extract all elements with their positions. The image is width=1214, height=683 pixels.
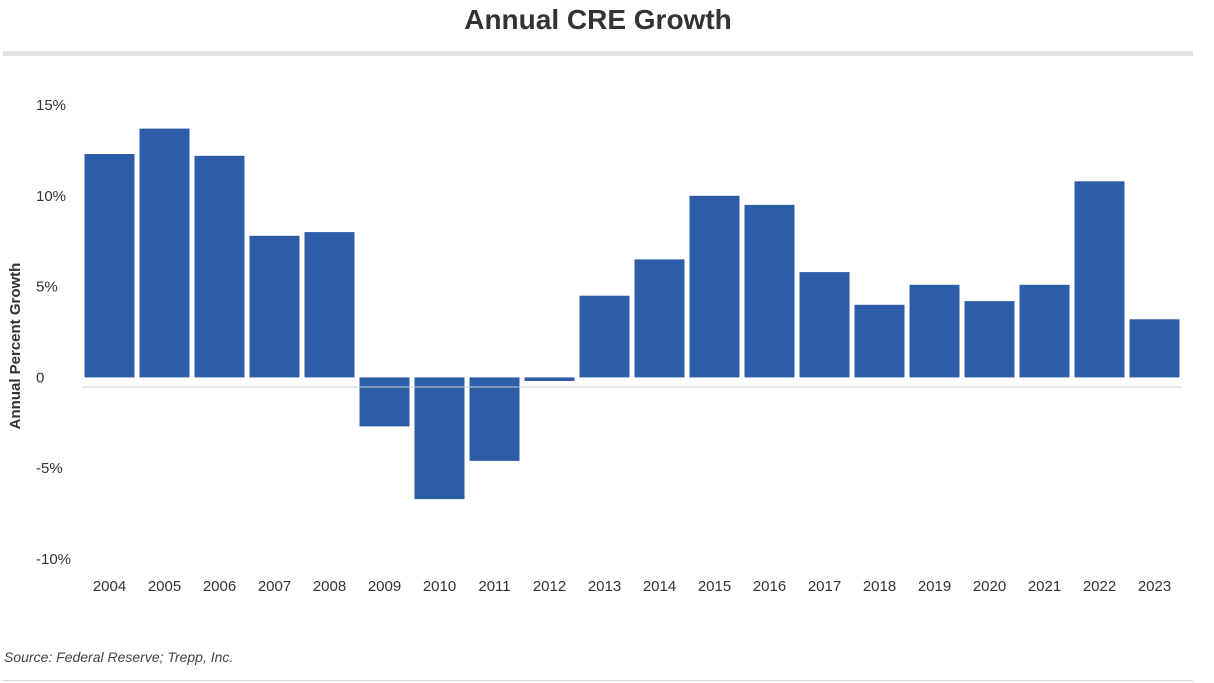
bar-2011 [469, 377, 520, 461]
bar-2013 [579, 295, 630, 378]
x-tick-label: 2013 [588, 578, 621, 595]
y-axis-ticks: 15% 10% 5% 0 -5% -10% [36, 97, 71, 568]
bar-2012 [524, 377, 575, 381]
x-tick-label: 2016 [753, 578, 786, 595]
bar-2018 [854, 304, 905, 378]
title-divider [3, 51, 1193, 56]
bar-2020 [964, 301, 1015, 378]
x-tick-label: 2019 [918, 578, 951, 595]
x-tick-label: 2010 [423, 578, 456, 595]
bar-2005 [139, 128, 190, 378]
y-tick-label: 5% [36, 279, 58, 296]
bar-2007 [249, 235, 300, 378]
x-tick-label: 2008 [313, 578, 346, 595]
chart-title: Annual CRE Growth [464, 4, 732, 35]
bar-2019 [909, 284, 960, 378]
bar-2009 [359, 377, 410, 427]
x-tick-label: 2021 [1028, 578, 1061, 595]
x-tick-label: 2011 [478, 578, 510, 595]
x-tick-label: 2022 [1083, 578, 1116, 595]
x-tick-label: 2020 [973, 578, 1006, 595]
bar-2014 [634, 259, 685, 378]
x-tick-label: 2018 [863, 578, 896, 595]
x-tick-label: 2015 [698, 578, 731, 595]
y-tick-label: -5% [36, 460, 63, 477]
bars [84, 128, 1180, 500]
y-tick-label: 10% [36, 188, 66, 205]
bar-2010 [414, 377, 465, 500]
x-tick-label: 2023 [1138, 578, 1171, 595]
bar-2006 [194, 155, 245, 378]
source-note: Source: Federal Reserve; Trepp, Inc. [4, 649, 234, 665]
bar-2021 [1019, 284, 1070, 378]
y-tick-label: 15% [36, 97, 66, 114]
bar-2015 [689, 195, 740, 378]
y-axis-title: Annual Percent Growth [7, 263, 24, 430]
bar-2022 [1074, 181, 1125, 378]
bar-2008 [304, 232, 355, 378]
y-tick-label: -10% [36, 551, 71, 568]
footer-divider [3, 680, 1193, 681]
bar-2017 [799, 272, 850, 378]
x-tick-label: 2014 [643, 578, 676, 595]
x-tick-label: 2009 [368, 578, 401, 595]
x-tick-label: 2006 [203, 578, 236, 595]
x-tick-label: 2005 [148, 578, 181, 595]
y-tick-label: 0 [36, 369, 44, 386]
x-tick-label: 2017 [808, 578, 841, 595]
x-tick-label: 2007 [258, 578, 291, 595]
bar-2004 [84, 154, 135, 378]
bar-2023 [1129, 319, 1180, 378]
bar-2016 [744, 204, 795, 378]
x-tick-label: 2012 [533, 578, 566, 595]
x-tick-label: 2004 [93, 578, 126, 595]
x-axis-ticks: 2004 2005 2006 2007 2008 2009 2010 2011 2012 2013… [93, 578, 1171, 595]
